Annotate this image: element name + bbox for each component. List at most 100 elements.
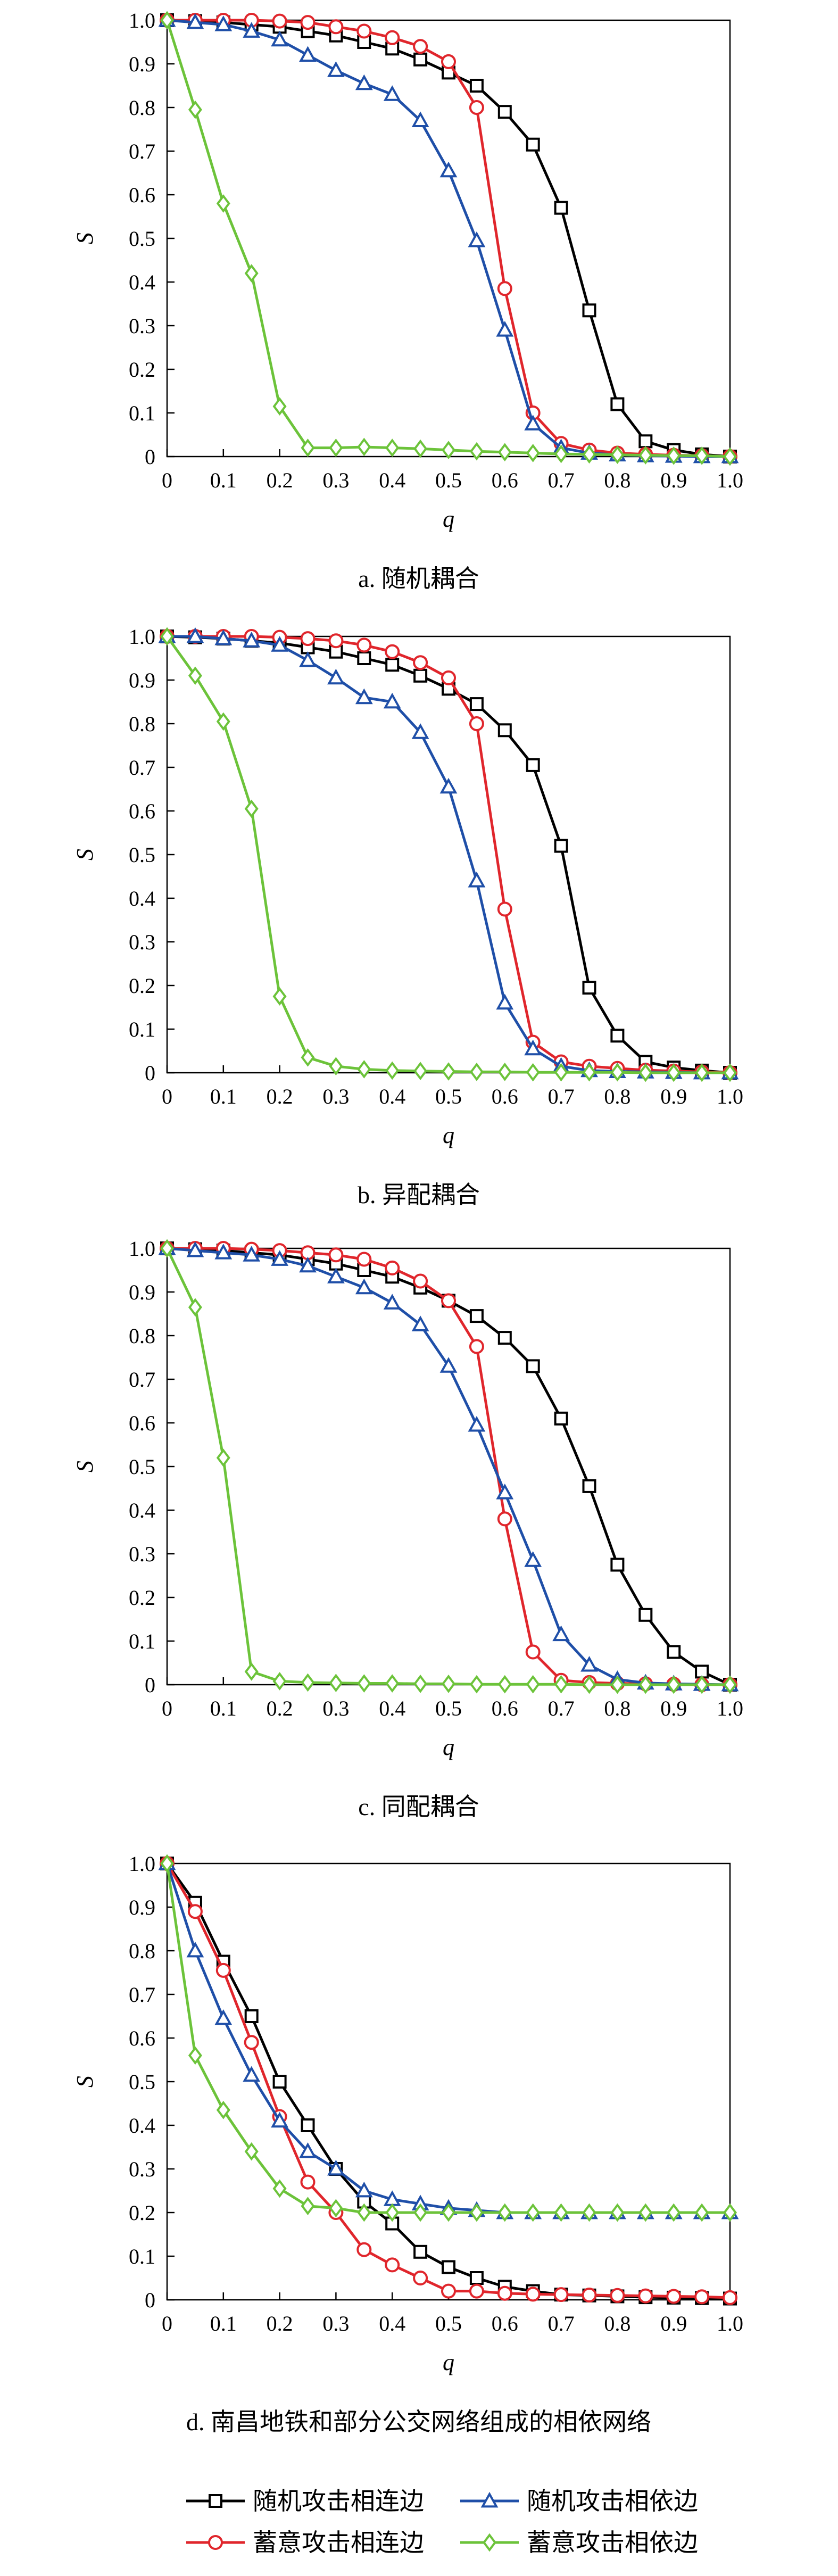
data-point-triangle <box>580 1655 598 1672</box>
data-point-triangle <box>355 74 373 90</box>
data-point-diamond <box>385 1061 400 1080</box>
y-tick-label: 0 <box>145 1061 155 1085</box>
data-point-square <box>497 1331 512 1345</box>
data-point-circle <box>525 1644 541 1660</box>
plot-frame <box>166 635 731 1074</box>
y-tick-label: 0.3 <box>129 2157 155 2181</box>
data-point-square <box>469 697 484 711</box>
data-point-circle <box>413 1273 428 1289</box>
data-point-diamond <box>610 2203 625 2222</box>
y-tick-label: 0.8 <box>129 712 155 736</box>
data-point-diamond <box>695 1063 709 1082</box>
series-circle <box>160 629 737 1080</box>
data-point-square <box>582 981 596 995</box>
series-line <box>167 19 730 458</box>
data-point-triangle <box>186 13 204 29</box>
y-tick-label: 0.7 <box>129 1368 155 1391</box>
series-line <box>167 635 731 1074</box>
x-tick-label: 0.8 <box>604 1696 630 1720</box>
x-tick-label: 0.5 <box>435 1084 462 1108</box>
data-point-triangle <box>411 111 429 127</box>
data-point-triangle <box>299 1256 317 1273</box>
data-point-diamond <box>188 100 202 119</box>
data-point-diamond <box>385 2203 400 2222</box>
data-point-diamond <box>413 439 428 458</box>
x-tick-label: 0.2 <box>267 1084 293 1108</box>
data-point-diamond <box>667 1675 681 1694</box>
data-point-circle <box>385 644 400 659</box>
series-circle <box>160 1241 737 1692</box>
legend-item: 随机攻击相连边 <box>186 2488 424 2515</box>
series-line <box>167 635 731 1074</box>
series-triangle <box>158 627 739 1080</box>
data-point-triangle <box>439 161 458 178</box>
y-tick-label: 0.9 <box>129 52 155 76</box>
data-point-circle <box>300 631 316 647</box>
legend-item: 蓄意攻击相依边 <box>460 2529 698 2556</box>
data-point-square <box>497 723 512 738</box>
y-tick-label: 0 <box>145 445 155 469</box>
data-point-circle <box>328 633 344 649</box>
data-point-diamond <box>244 264 259 283</box>
data-point-diamond <box>357 1674 371 1693</box>
x-tick-label: 0.3 <box>322 468 349 492</box>
data-point-triangle <box>243 632 261 648</box>
y-tick-label: 0.3 <box>129 1542 155 1566</box>
data-point-diamond <box>638 1063 653 1082</box>
data-point-diamond <box>554 1063 568 1082</box>
x-tick-label: 0.7 <box>548 1084 575 1108</box>
panel-caption: c. 同配耦合 <box>358 1793 479 1820</box>
x-tick-label: 0.3 <box>322 1084 349 1108</box>
data-point-diamond <box>385 1674 400 1693</box>
data-point-diamond <box>469 442 484 461</box>
data-point-diamond <box>216 1448 230 1467</box>
data-point-circle <box>638 2288 653 2304</box>
data-point-triangle <box>524 1551 542 1567</box>
data-point-diamond <box>667 1063 681 1082</box>
data-point-circle <box>469 100 484 115</box>
y-tick-label: 0.2 <box>129 358 155 382</box>
x-tick-label: 0 <box>162 468 172 492</box>
y-tick-label: 0.4 <box>129 270 155 294</box>
chart-panel-0: 0 0.1 0.2 0.3 0.4 0.5 0.6 0.7 0.8 0.9 1.0 0 0.1 0.2 0.… <box>72 9 743 592</box>
data-point-square <box>209 2494 222 2508</box>
data-point-diamond <box>638 1675 653 1694</box>
x-tick-label: 0.5 <box>435 468 462 492</box>
x-tick-label: 0.8 <box>604 2312 630 2335</box>
data-point-diamond <box>188 666 202 685</box>
data-point-triangle <box>327 1268 345 1283</box>
data-point-triangle <box>411 1315 429 1331</box>
data-point-diamond <box>216 194 230 213</box>
series-square <box>160 1241 737 1692</box>
data-point-circle <box>356 23 372 39</box>
data-point-diamond <box>723 447 737 466</box>
data-point-diamond <box>442 1062 455 1081</box>
series-line <box>165 635 730 1074</box>
data-point-square <box>413 2244 428 2259</box>
data-point-circle <box>694 2289 710 2305</box>
data-point-triangle <box>271 636 288 652</box>
data-point-square <box>638 1608 653 1622</box>
series-square <box>160 629 737 1080</box>
y-tick-label: 0.5 <box>129 1455 155 1479</box>
data-point-circle <box>441 1293 456 1308</box>
data-point-triangle <box>552 1625 570 1642</box>
data-point-diamond <box>695 446 709 465</box>
data-point-diamond <box>244 799 259 818</box>
data-point-diamond <box>695 2203 709 2222</box>
data-point-diamond <box>272 2179 287 2198</box>
data-point-circle <box>497 1511 512 1527</box>
x-tick-label: 0.8 <box>604 468 630 492</box>
data-point-diamond <box>554 2203 568 2222</box>
data-point-diamond <box>554 1675 568 1694</box>
x-tick-label: 0.9 <box>660 1084 687 1108</box>
data-point-triangle <box>468 872 486 888</box>
series-diamond <box>160 627 737 1082</box>
data-point-triangle <box>327 2159 345 2176</box>
data-point-circle <box>356 637 372 653</box>
data-point-diamond <box>497 443 512 462</box>
y-tick-label: 0.6 <box>129 183 155 207</box>
data-point-triangle <box>411 723 429 739</box>
data-point-triangle <box>355 2181 373 2198</box>
